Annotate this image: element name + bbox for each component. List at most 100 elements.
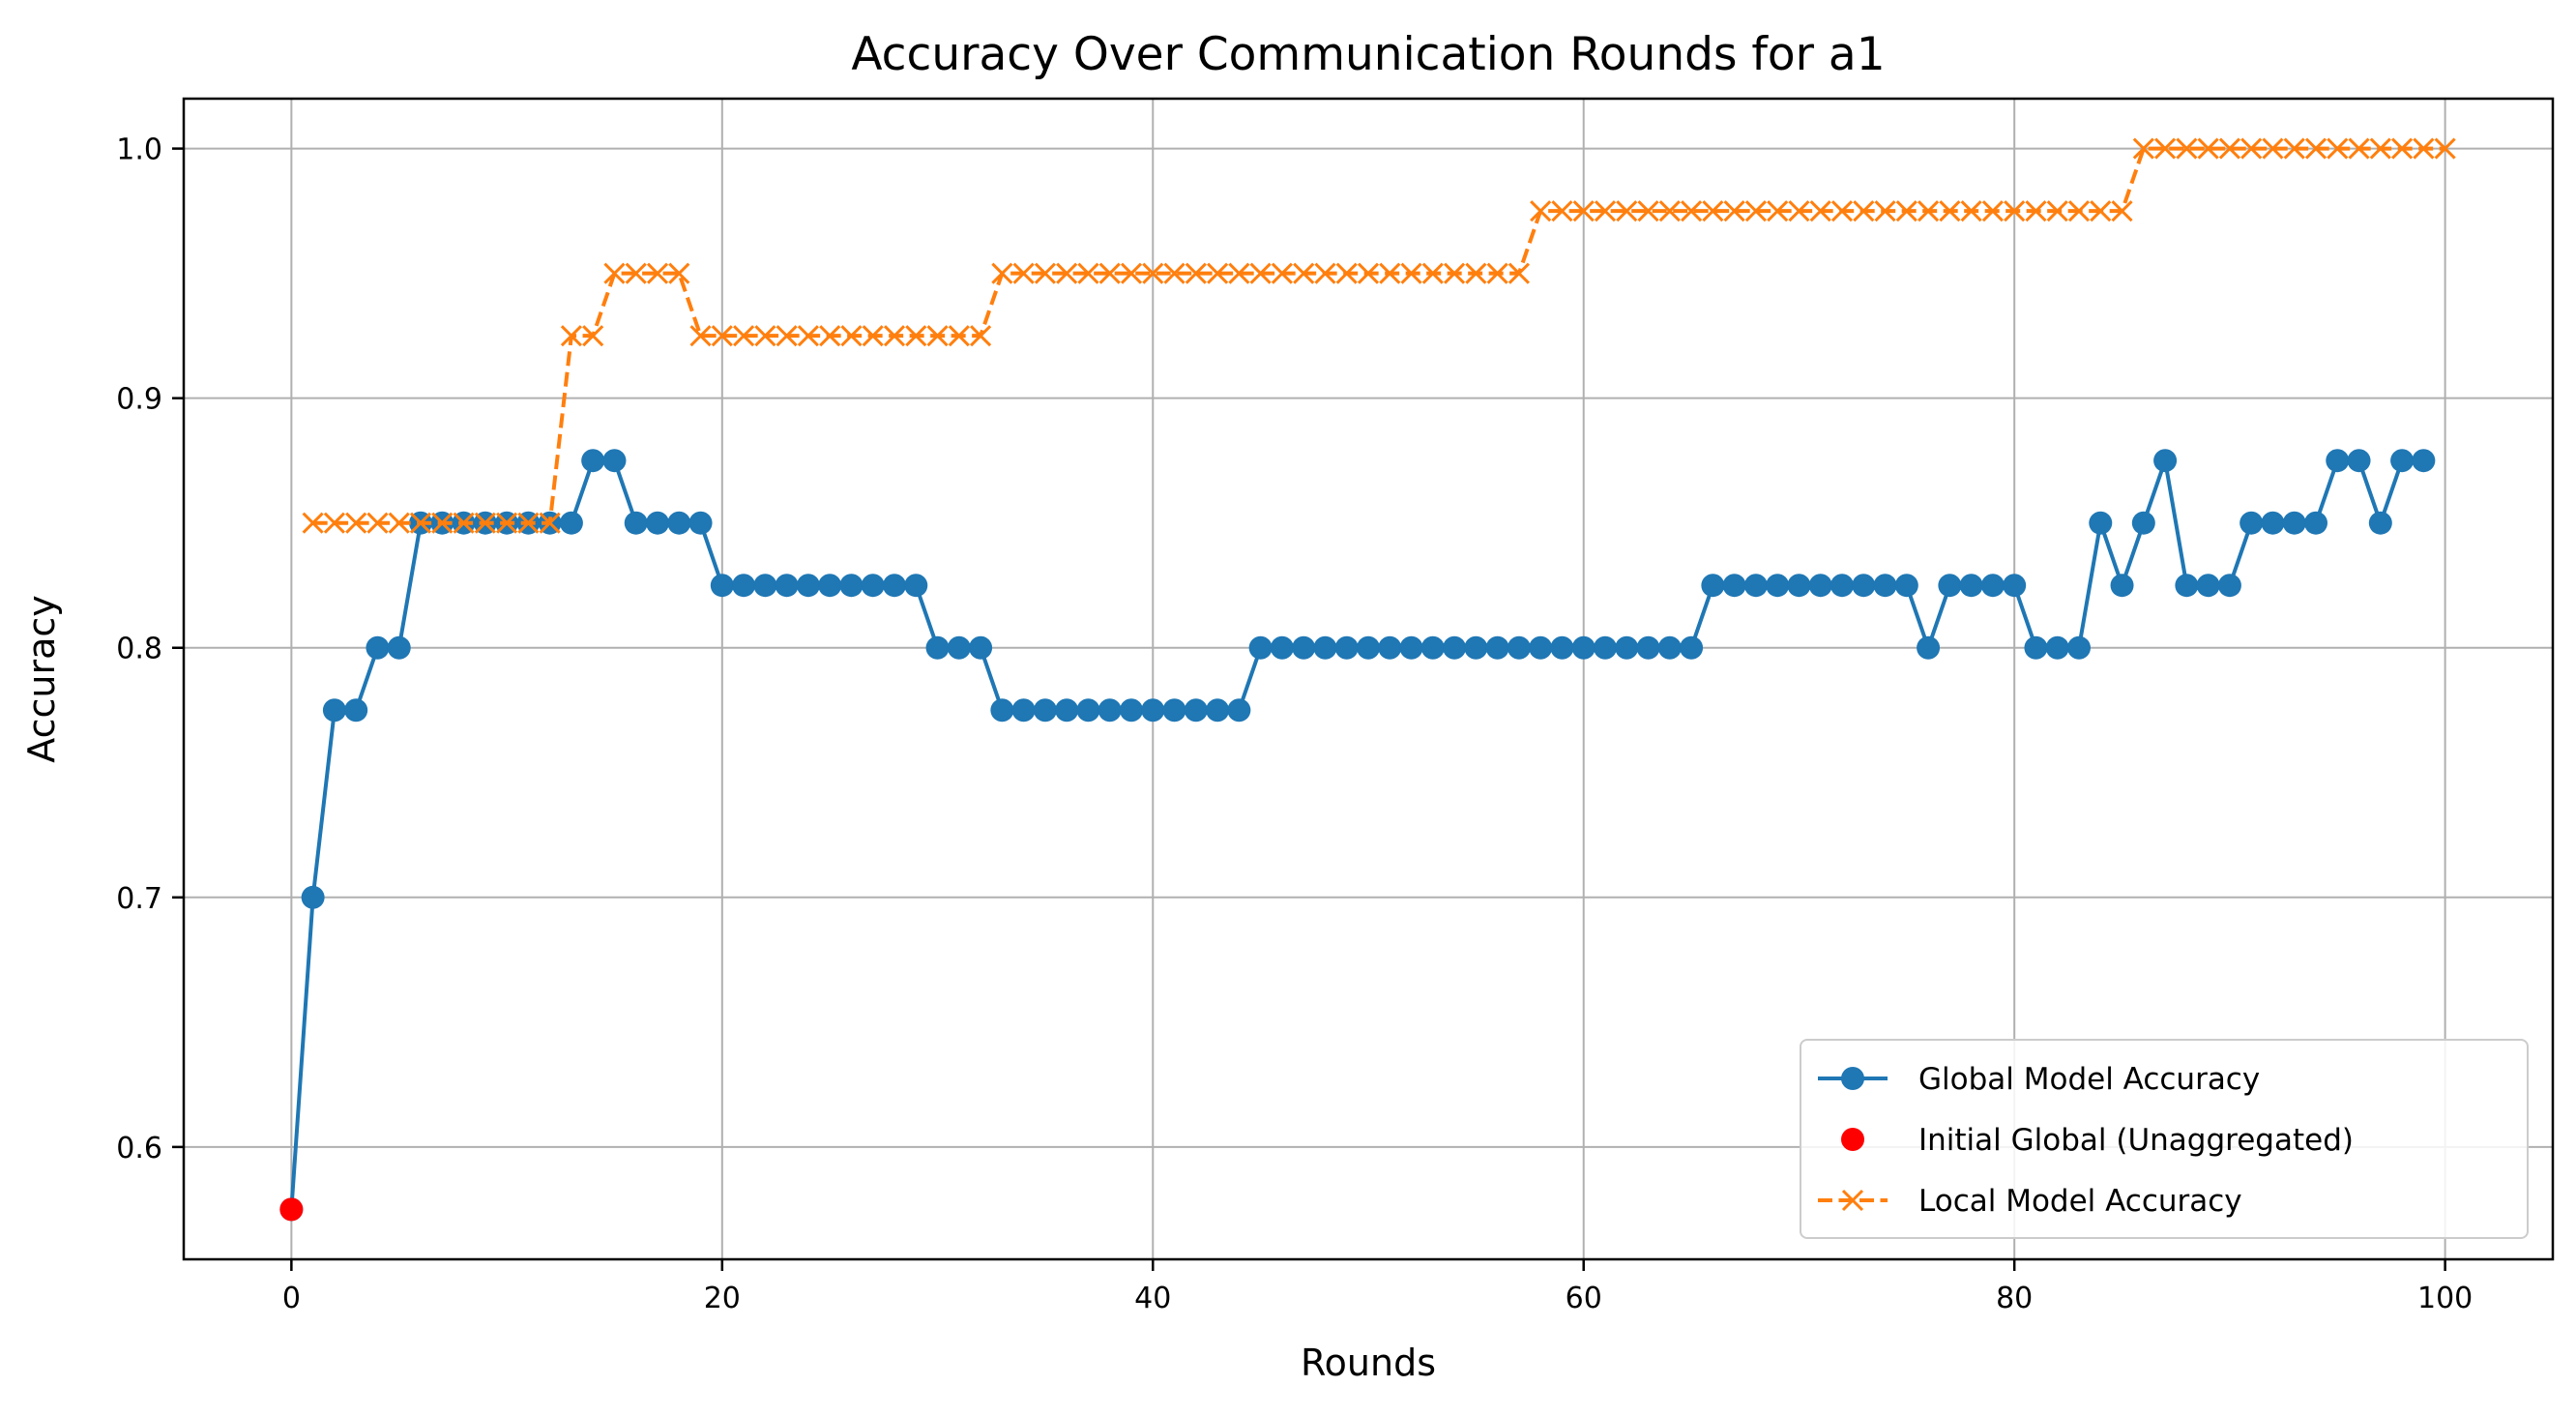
data-point [1658, 200, 1681, 222]
data-point [2304, 137, 2327, 160]
data-point-stroke [539, 512, 561, 534]
data-point-stroke [1723, 200, 1745, 222]
data-point [710, 574, 734, 598]
data-point [2196, 574, 2220, 598]
data-point-stroke [366, 512, 389, 534]
data-point-stroke [1917, 200, 1940, 222]
series-line [312, 146, 2445, 525]
data-point-stroke [2369, 137, 2391, 160]
data-point [1637, 200, 1659, 222]
data-point [1120, 698, 1143, 723]
data-point-stroke [1853, 200, 1875, 222]
data-point [2348, 137, 2370, 160]
data-point-stroke [2154, 137, 2177, 160]
data-point-stroke [2434, 137, 2456, 160]
data-point-stroke [1572, 200, 1595, 222]
data-point [991, 262, 1013, 284]
data-point [2025, 200, 2047, 222]
data-point-stroke [948, 325, 970, 347]
data-point [345, 512, 367, 534]
data-point [2024, 635, 2048, 660]
data-point [1572, 200, 1595, 222]
data-point-stroke [2046, 200, 2068, 222]
data-point [1959, 574, 1983, 598]
data-point [1722, 574, 1746, 598]
data-point-stroke [431, 512, 454, 534]
data-point [1917, 635, 1941, 660]
data-point [2283, 137, 2305, 160]
data-point [733, 325, 755, 347]
data-point [1420, 635, 1445, 660]
data-point [1723, 200, 1745, 222]
data-point [1917, 200, 1940, 222]
data-point-stroke [819, 325, 841, 347]
data-point-stroke [1830, 200, 1854, 222]
data-point [1530, 200, 1552, 222]
legend: Global Model Accuracy Initial Global (Una… [1800, 1039, 2529, 1239]
data-point [2111, 200, 2133, 222]
data-point-stroke [1465, 262, 1487, 284]
data-point [1981, 200, 2004, 222]
data-point [1141, 698, 1165, 723]
data-point [775, 574, 799, 598]
data-point [1571, 635, 1595, 660]
data-point [796, 574, 820, 598]
data-point-stroke [2111, 200, 2133, 222]
data-point [1853, 200, 1875, 222]
data-point [1980, 574, 2005, 598]
data-point-stroke [1142, 262, 1164, 284]
data-point [344, 698, 368, 723]
data-point [1249, 262, 1272, 284]
data-point [1185, 262, 1207, 284]
data-point [1399, 635, 1423, 660]
data-point [2089, 511, 2113, 535]
data-point [1788, 200, 1810, 222]
data-point [1960, 200, 1982, 222]
data-point [1335, 262, 1358, 284]
data-point-stroke [646, 262, 669, 284]
data-point-stroke [1421, 262, 1444, 284]
data-point [947, 635, 971, 660]
data-point-stroke [453, 512, 475, 534]
data-point [1465, 262, 1487, 284]
data-point [1894, 574, 1918, 598]
data-point-stroke [1486, 262, 1508, 284]
x-axis-label: Rounds [1301, 1342, 1436, 1384]
data-point-stroke [1809, 200, 1831, 222]
data-point [2176, 137, 2198, 160]
data-point-stroke [905, 325, 927, 347]
data-point [1551, 200, 1573, 222]
data-point [883, 325, 906, 347]
data-point-stroke [2413, 137, 2435, 160]
data-point-stroke [1163, 262, 1186, 284]
legend-label: Local Model Accuracy [1918, 1184, 2242, 1219]
data-point [2175, 574, 2199, 598]
data-point-stroke [1357, 262, 1380, 284]
y-tick-label: 0.6 [116, 1132, 162, 1165]
data-point [861, 574, 885, 598]
data-point [990, 698, 1014, 723]
data-point-stroke [1658, 200, 1681, 222]
data-point [2390, 449, 2415, 473]
data-point [1163, 262, 1186, 284]
data-point-stroke [1788, 200, 1810, 222]
data-point [1227, 698, 1251, 723]
data-point-stroke [1335, 262, 1358, 284]
data-point [1270, 635, 1294, 660]
data-point-stroke [603, 262, 626, 284]
data-point-stroke [1616, 200, 1638, 222]
data-point-stroke [1228, 262, 1250, 284]
data-point [1852, 574, 1876, 598]
data-point [1701, 574, 1725, 598]
series-local-model-accuracy [302, 137, 2456, 534]
data-point [2067, 635, 2091, 660]
data-point [1443, 635, 1467, 660]
data-point [1334, 635, 1359, 660]
data-point-stroke [1444, 262, 1466, 284]
data-point [1034, 262, 1056, 284]
legend-item: Local Model Accuracy [1818, 1184, 2242, 1219]
data-point [2261, 511, 2285, 535]
data-point [2240, 137, 2263, 160]
data-point-stroke [1056, 262, 1078, 284]
x-tick-label: 60 [1566, 1282, 1602, 1315]
